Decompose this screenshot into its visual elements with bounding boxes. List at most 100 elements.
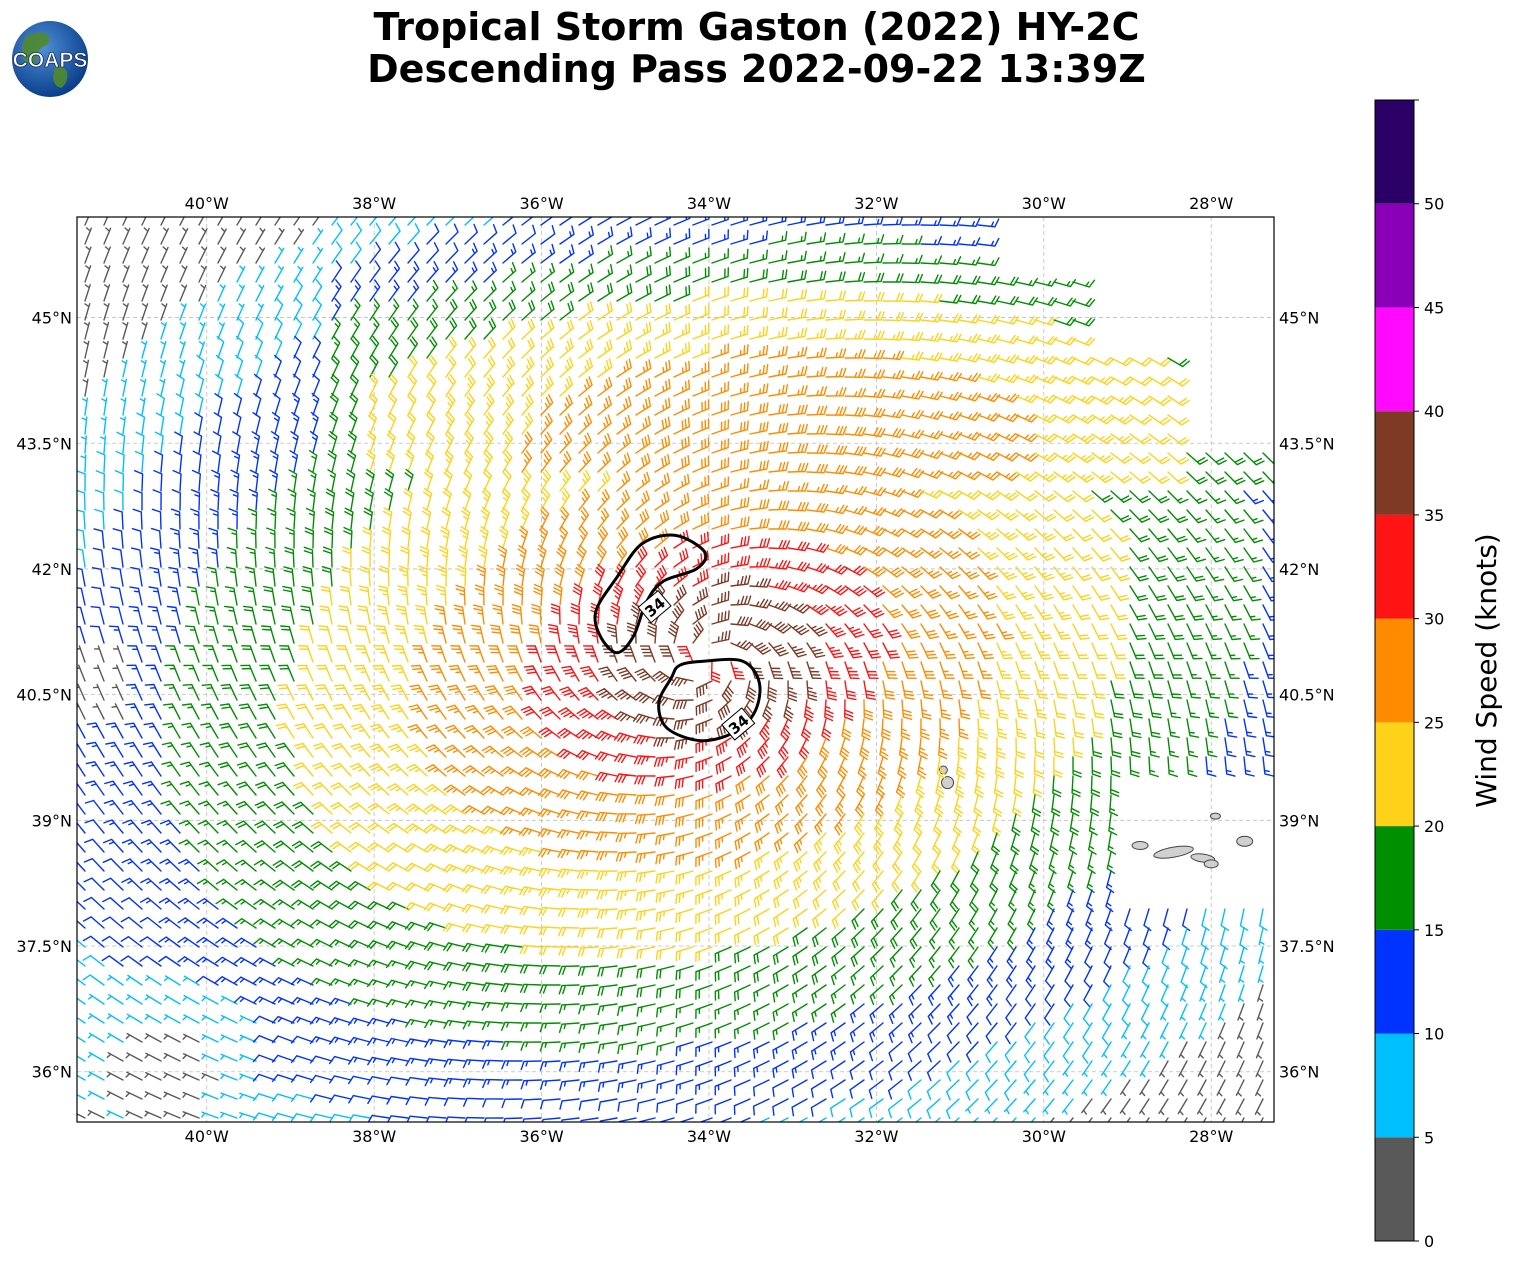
wind-barb	[296, 684, 314, 701]
wind-barb	[1053, 297, 1077, 307]
wind-barb	[985, 1022, 998, 1045]
wind-barb	[209, 508, 219, 530]
wind-barb	[1186, 547, 1206, 563]
wind-barb	[1015, 661, 1031, 679]
wind-barb	[956, 756, 966, 779]
wind-barb	[141, 246, 150, 264]
wind-barb	[635, 283, 652, 302]
wind-barb	[310, 1113, 333, 1122]
wind-barb	[472, 604, 485, 625]
wind-barb	[1167, 566, 1187, 582]
wind-barb	[401, 526, 411, 549]
wind-barb	[199, 761, 219, 777]
wind-barb	[428, 684, 447, 701]
wind-barb	[141, 780, 162, 796]
wind-barb	[349, 762, 371, 777]
wind-barb	[844, 217, 865, 226]
wind-barb	[635, 246, 652, 264]
wind-barb	[768, 307, 788, 321]
wind-barb	[901, 699, 913, 720]
wind-barb	[1243, 585, 1262, 602]
wind-barb	[559, 244, 575, 264]
wind-barb	[1107, 1117, 1112, 1122]
wind-barb	[425, 764, 447, 777]
wind-barb	[1034, 375, 1058, 385]
wind-barb	[1101, 1060, 1112, 1078]
wind-barb	[198, 322, 206, 340]
wind-barb	[657, 1117, 675, 1122]
wind-barb	[77, 587, 86, 606]
wind-barb	[542, 665, 561, 682]
wind-barb	[200, 722, 219, 739]
wind-barb	[734, 832, 751, 851]
wind-barb	[163, 683, 181, 701]
wind-barb	[559, 686, 580, 701]
wind-barb	[673, 303, 691, 321]
wind-barb	[388, 279, 400, 302]
wind-barb	[673, 417, 690, 435]
wind-barb	[93, 664, 105, 682]
wind-barb	[1053, 699, 1067, 719]
wind-barb	[730, 248, 749, 264]
wind-barb	[483, 705, 504, 720]
wind-barb	[674, 775, 694, 790]
wind-barb	[996, 528, 1019, 541]
wind-barb	[1091, 661, 1107, 679]
wind-barb	[618, 1117, 637, 1122]
wind-barb	[1148, 604, 1167, 621]
wind-barb	[523, 665, 542, 682]
wind-barb	[1164, 1117, 1169, 1122]
wind-barb	[772, 1079, 789, 1097]
wind-barb	[405, 449, 415, 473]
wind-barb	[730, 640, 754, 651]
wind-barb	[1082, 1003, 1093, 1026]
wind-barb	[500, 1002, 523, 1012]
wind-barb	[616, 471, 631, 492]
wind-barb	[1053, 737, 1064, 759]
colorbar-tick-label: 45	[1424, 298, 1444, 317]
wind-barb	[559, 357, 574, 378]
wind-barb	[597, 965, 618, 977]
wind-barb	[554, 564, 565, 587]
wind-barb	[675, 851, 694, 866]
wind-barb	[715, 737, 732, 756]
wind-barb	[749, 344, 769, 359]
wind-barb	[533, 583, 543, 606]
wind-barb	[1091, 395, 1115, 405]
wind-barb	[1085, 889, 1094, 913]
wind-barb	[914, 1117, 922, 1122]
wind-barb	[1205, 623, 1223, 641]
wind-barb	[1119, 1098, 1131, 1115]
wind-barb	[754, 851, 770, 871]
wind-barb	[830, 984, 846, 1005]
wind-barb	[1179, 984, 1188, 1002]
wind-barb	[164, 664, 181, 682]
wind-barb	[655, 946, 675, 961]
wind-barb	[1148, 414, 1171, 426]
wind-barb	[350, 743, 371, 758]
wind-barb	[235, 335, 244, 359]
wind-barb	[901, 235, 923, 245]
wind-barb	[233, 976, 257, 986]
wind-barb	[388, 355, 399, 378]
wind-barb	[635, 564, 647, 587]
wind-barb	[559, 488, 571, 511]
wind-barb	[636, 946, 656, 960]
wind-barb	[1034, 623, 1053, 640]
wind-barb	[85, 761, 105, 777]
wind-barb	[1015, 528, 1037, 541]
wind-barb	[106, 1110, 124, 1119]
wind-barb	[692, 621, 704, 644]
wind-barb	[635, 453, 651, 473]
wind-barb	[445, 430, 455, 454]
wind-barb	[639, 645, 656, 663]
wind-barb	[528, 624, 542, 644]
wind-barb	[1015, 718, 1027, 739]
wind-barb	[1083, 984, 1093, 1008]
wind-barb	[253, 898, 276, 910]
wind-barb	[1110, 718, 1123, 739]
wind-barb	[343, 526, 353, 549]
wind-barb	[668, 620, 679, 644]
wind-barb	[230, 469, 240, 492]
wind-barb	[576, 830, 599, 840]
